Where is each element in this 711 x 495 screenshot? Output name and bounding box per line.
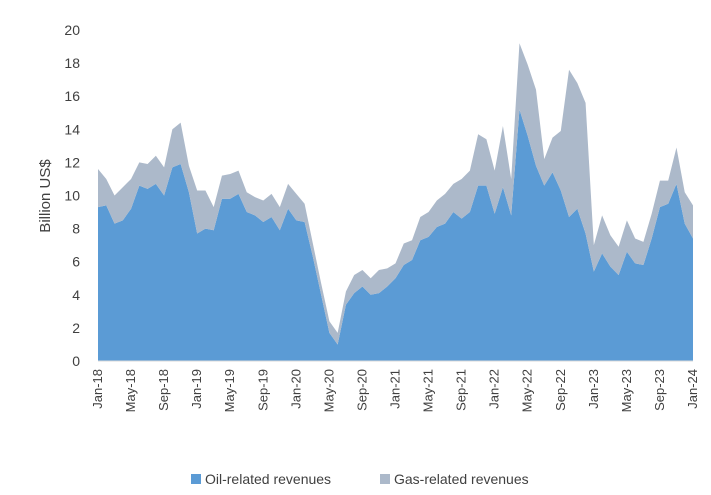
- legend-swatch-gas: [380, 474, 390, 484]
- x-tick-label: Jan-23: [586, 369, 601, 409]
- x-tick-label: May-20: [321, 369, 336, 412]
- x-tick-label: Sep-18: [156, 369, 171, 411]
- oil-revenue-area: [98, 109, 693, 361]
- y-tick-label: 14: [64, 121, 80, 137]
- x-tick-label: May-18: [123, 369, 138, 412]
- x-tick-label: Sep-23: [652, 369, 667, 411]
- legend-label-gas: Gas-related revenues: [394, 471, 529, 487]
- gas-revenue-area: [98, 43, 693, 345]
- x-tick-label: Jan-22: [487, 369, 502, 409]
- legend: Oil-related revenues Gas-related revenue…: [191, 471, 529, 487]
- x-tick-label: May-22: [520, 369, 535, 412]
- x-tick-label: May-23: [619, 369, 634, 412]
- x-tick-label: May-21: [421, 369, 436, 412]
- y-tick-label: 0: [72, 353, 80, 369]
- x-tick-label: Sep-22: [553, 369, 568, 411]
- y-tick-label: 16: [64, 88, 80, 104]
- x-tick-label: Sep-21: [454, 369, 469, 411]
- legend-label-oil: Oil-related revenues: [205, 471, 331, 487]
- y-tick-label: 18: [64, 55, 80, 71]
- legend-swatch-oil: [191, 474, 201, 484]
- x-axis-ticks: Jan-18 May-18 Sep-18 Jan-19 May-19 Sep-19 Jan-…: [90, 369, 700, 412]
- y-axis-ticks: 0 2 4 6 8 10 12 14 16 18 20: [64, 22, 80, 369]
- y-axis-label: Billion US$: [37, 159, 54, 233]
- x-tick-label: Sep-19: [255, 369, 270, 411]
- y-tick-label: 10: [64, 188, 80, 204]
- y-tick-label: 20: [64, 22, 80, 38]
- y-tick-label: 2: [72, 320, 80, 336]
- x-tick-label: Sep-20: [354, 369, 369, 411]
- y-tick-label: 6: [72, 254, 80, 270]
- y-tick-label: 4: [72, 287, 80, 303]
- y-tick-label: 8: [72, 221, 80, 237]
- y-tick-label: 12: [64, 154, 80, 170]
- x-tick-label: May-19: [222, 369, 237, 412]
- area-series: [98, 43, 693, 361]
- x-tick-label: Jan-19: [189, 369, 204, 409]
- x-tick-label: Jan-20: [288, 369, 303, 409]
- x-tick-label: Jan-24: [685, 369, 700, 409]
- x-tick-label: Jan-18: [90, 369, 105, 409]
- x-tick-label: Jan-21: [388, 369, 403, 409]
